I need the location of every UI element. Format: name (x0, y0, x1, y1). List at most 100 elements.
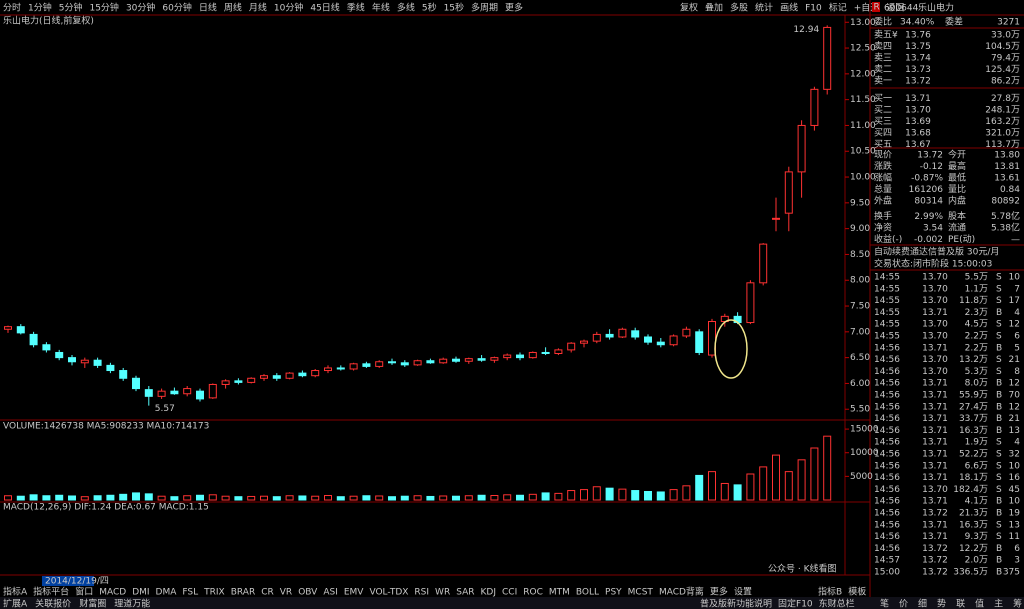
toolbar-tab[interactable]: 分时 (3, 2, 21, 14)
tick-side: S (996, 367, 1002, 377)
candle-body (234, 380, 243, 383)
indicator-tab[interactable]: ROC (523, 588, 543, 598)
panel-tab[interactable]: 笔 (880, 598, 889, 609)
indicator-tab[interactable]: MTM (549, 588, 570, 598)
indicator-tab[interactable]: MCST (628, 588, 654, 598)
panel-tab[interactable]: 主 (994, 598, 1003, 609)
indicator-tab[interactable]: BRAR (231, 588, 255, 598)
indicator-tab[interactable]: 模板 (848, 586, 866, 598)
bottom-tab[interactable]: 固定F10 (778, 598, 813, 609)
toolbar-tab[interactable]: 45日线 (310, 2, 339, 14)
tick-side: B (996, 308, 1002, 318)
badge (872, 2, 880, 12)
toolbar-tab[interactable]: 30分钟 (126, 2, 155, 14)
indicator-tab[interactable]: 设置 (734, 587, 752, 598)
bottom-tab[interactable]: 关联报价 (35, 598, 71, 609)
indicator-tab[interactable]: VOL-TDX (369, 588, 408, 598)
toolbar-tab[interactable]: 多周期 (471, 2, 498, 14)
stat-value: 80892 (991, 197, 1020, 207)
indicator-tab[interactable]: KDJ (481, 588, 497, 598)
candle-body (208, 383, 217, 399)
indicator-tab[interactable]: BOLL (576, 588, 599, 598)
toolbar-tab[interactable]: 更多 (505, 2, 523, 14)
promo[interactable]: 自动续费通达信普及版 30元/月 (874, 246, 999, 258)
volume-bar (720, 482, 729, 501)
indicator-tab[interactable]: TRIX (203, 588, 225, 598)
indicator-tab[interactable]: SAR (456, 588, 474, 598)
candle-body (580, 340, 588, 344)
label: 委比 (874, 16, 892, 28)
stat-label: 总量 (874, 183, 892, 195)
book-volume: 27.8万 (991, 94, 1020, 104)
indicator-tab[interactable]: PSY (605, 588, 622, 598)
panel-tab[interactable]: 势 (937, 598, 946, 609)
tick-volume: 12.2万 (959, 544, 988, 554)
toolbar-tab[interactable]: 5分钟 (59, 2, 83, 14)
indicator-tab[interactable]: ASI (323, 588, 338, 598)
panel-tab[interactable]: 价 (899, 599, 908, 609)
toolbar-button[interactable]: F10 (805, 4, 822, 14)
candle-body (503, 354, 512, 359)
tick-count: 11 (1009, 532, 1020, 542)
book-price: 13.75 (905, 42, 931, 52)
y-tick-label: 10.00 (850, 173, 876, 183)
indicator-tab[interactable]: FSL (182, 588, 198, 598)
bottom-tab[interactable]: 理道万能 (114, 598, 150, 609)
toolbar-tab[interactable]: 15分钟 (89, 2, 118, 14)
bottom-tab[interactable]: 扩展A (3, 598, 28, 609)
panel-tab[interactable]: 联 (956, 599, 965, 609)
bottom-tab[interactable]: 东财总栏 (819, 598, 855, 609)
indicator-tab[interactable]: VR (280, 588, 292, 598)
toolbar-tab[interactable]: 1分钟 (28, 2, 52, 14)
toolbar-tab[interactable]: 周线 (224, 2, 242, 14)
indicator-tab[interactable]: RSI (414, 588, 429, 598)
highlight-circle (714, 319, 748, 379)
bottom-tab[interactable]: 财富圈 (79, 598, 106, 609)
panel-tab[interactable]: 值 (975, 598, 984, 609)
tick-price: 13.70 (922, 296, 948, 306)
toolbar-tab[interactable]: 5秒 (422, 2, 437, 14)
indicator-tab[interactable]: OBV (298, 588, 318, 598)
indicator-tab[interactable]: DMI (132, 588, 149, 598)
indicator-tab[interactable]: MACD背离 (659, 586, 704, 598)
toolbar-button[interactable]: 复权 (680, 2, 698, 14)
toolbar-button[interactable]: 标记 (829, 2, 847, 14)
toolbar-tab[interactable]: 月线 (249, 2, 267, 14)
toolbar-button[interactable]: 画线 (780, 2, 798, 14)
toolbar-tab[interactable]: 60分钟 (162, 2, 191, 14)
toolbar-tab[interactable]: 15秒 (444, 2, 464, 14)
toolbar-button[interactable]: 统计 (755, 2, 773, 14)
tick-time: 14:56 (874, 473, 900, 483)
y-tick-label: 12.50 (850, 44, 876, 54)
indicator-tab[interactable]: WR (435, 588, 450, 598)
toolbar-tab[interactable]: 日线 (199, 2, 217, 14)
indicator-tab[interactable]: 更多 (710, 586, 728, 598)
indicator-tab[interactable]: CCI (502, 588, 517, 598)
indicator-tab[interactable]: DMA (156, 588, 178, 598)
indicator-tab[interactable]: EMV (344, 588, 364, 598)
toolbar-button[interactable]: 多股 (730, 2, 748, 14)
toolbar-tab[interactable]: 10分钟 (274, 2, 303, 14)
toolbar-tab[interactable]: 年线 (372, 2, 390, 14)
indicator-tab[interactable]: 指标平台 (33, 586, 69, 598)
toolbar-button[interactable]: 叠加 (705, 3, 723, 14)
candle-body (618, 328, 627, 338)
tick-side: S (996, 273, 1002, 283)
tick-price: 13.72 (922, 568, 948, 578)
indicator-tab[interactable]: 指标B (818, 586, 842, 598)
bottom-tab[interactable]: 普及版新功能说明 (700, 598, 772, 609)
indicator-tab[interactable]: 指标A (3, 586, 28, 598)
panel-tab[interactable]: 细 (918, 598, 927, 609)
tick-volume: 6.6万 (965, 461, 988, 471)
y-tick-label: 7.50 (850, 302, 870, 312)
book-volume: 79.4万 (991, 54, 1020, 64)
candle-body (247, 377, 256, 383)
indicator-tab[interactable]: CR (261, 588, 274, 598)
indicator-tab[interactable]: 窗口 (75, 586, 93, 598)
toolbar-tab[interactable]: 季线 (347, 2, 365, 14)
panel-tab[interactable]: 筹 (1013, 598, 1022, 609)
volume-bar (426, 495, 435, 501)
indicator-tab[interactable]: MACD (99, 588, 126, 598)
toolbar-button[interactable]: 返回 (886, 2, 904, 14)
toolbar-tab[interactable]: 多线 (397, 2, 415, 14)
